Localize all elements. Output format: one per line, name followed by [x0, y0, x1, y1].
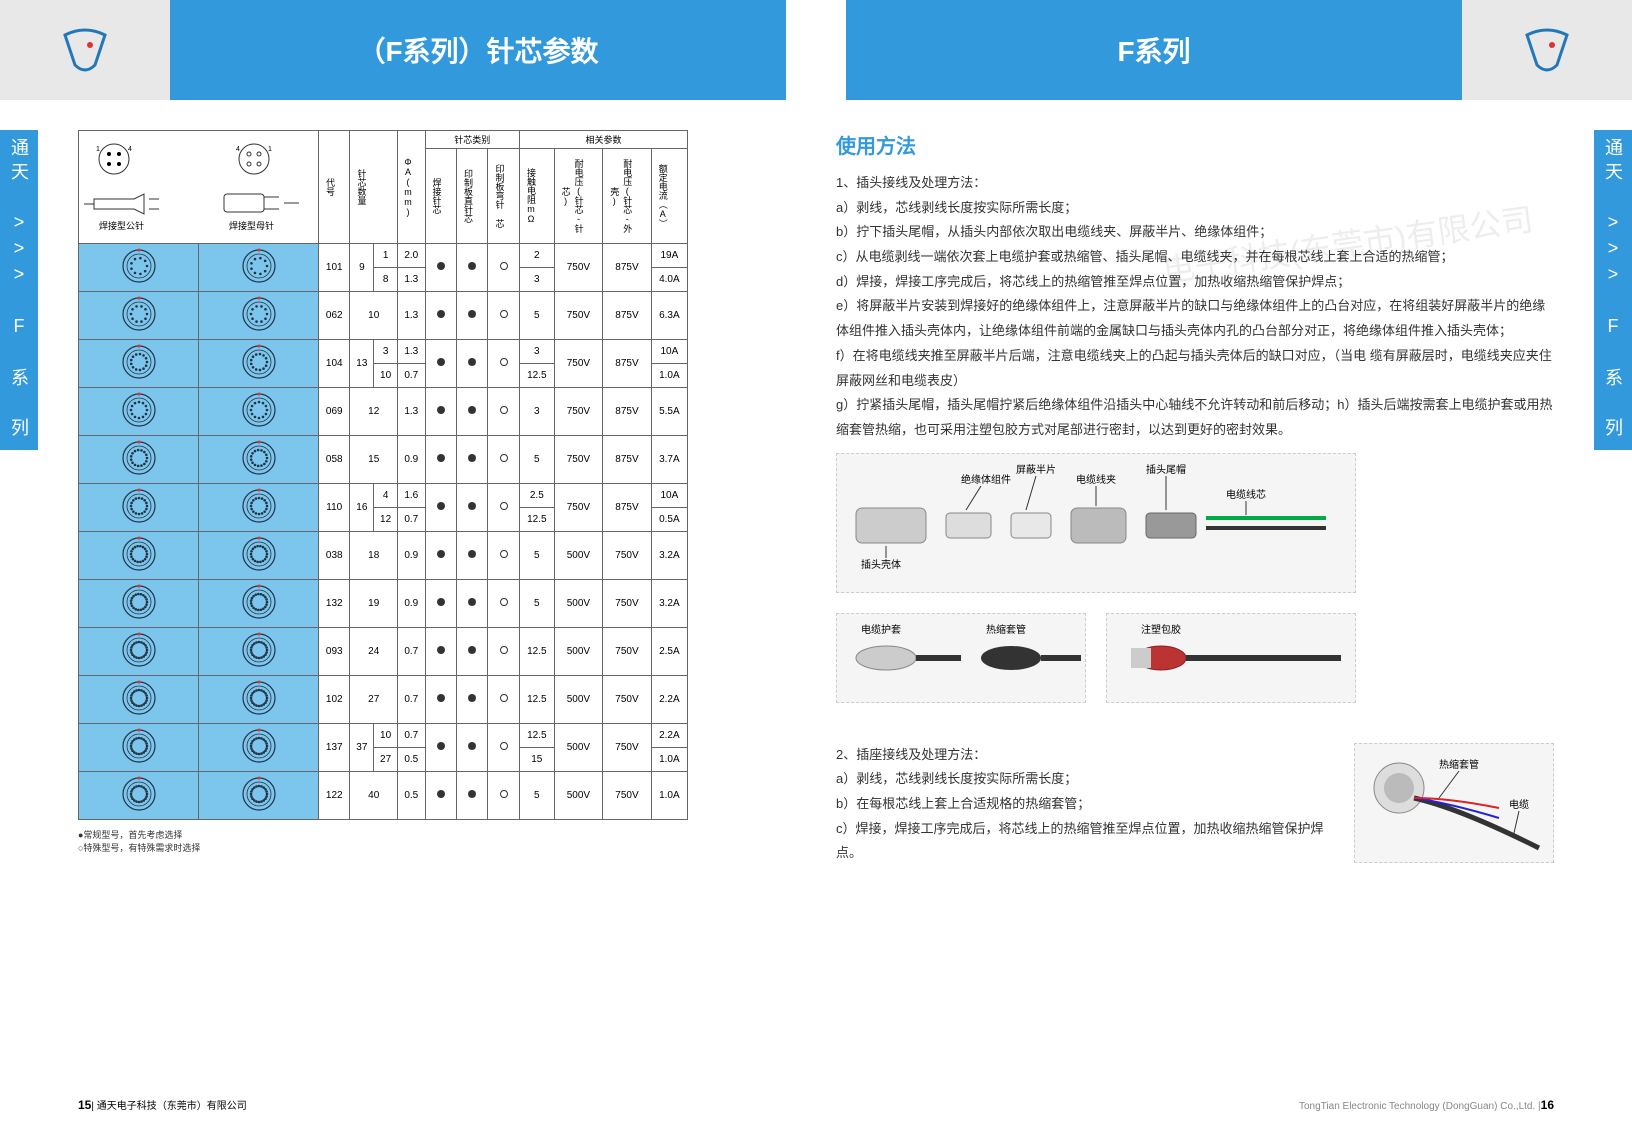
side-tab-right: 通天 >>> F 系 列: [1594, 130, 1632, 450]
footer-right: TongTian Electronic Technology (DongGuan…: [1299, 1098, 1554, 1112]
left-page: 14 41 焊接型公针 焊接型母针 代号 针芯数量 ΦA(: [58, 100, 816, 1122]
svg-text:电缆线芯: 电缆线芯: [1226, 488, 1266, 501]
svg-text:4: 4: [128, 146, 132, 153]
col-solder: 焊接针芯: [429, 151, 446, 241]
logo-right: [1462, 0, 1632, 100]
svg-text:1: 1: [268, 146, 272, 153]
svg-text:焊接型母针: 焊接型母针: [229, 220, 274, 231]
page-title-left: （F系列）针芯参数: [170, 0, 786, 100]
table-row: 137 37 100.7 12.5 500V750V 2.2A: [79, 724, 688, 748]
table-row: 101 9 12.0 2 750V875V 19A: [79, 244, 688, 268]
col-code: 代号: [322, 142, 339, 232]
col-v2: 耐电压(针芯-外壳): [606, 151, 636, 241]
page-num-left: 15: [78, 1098, 91, 1112]
spec-table: 14 41 焊接型公针 焊接型母针 代号 针芯数量 ΦA(: [78, 130, 688, 820]
page-num-right: 16: [1541, 1098, 1554, 1112]
instructions: 使用方法 1、插头接线及处理方法： a）剥线，芯线剥线长度按实际所需长度；b）拧…: [836, 130, 1554, 873]
col-v1: 耐电压(针芯-针芯): [558, 151, 588, 241]
col-group-pintype: 针芯类别: [425, 131, 519, 149]
col-pcb-bent: 印制板弯针 芯: [491, 151, 508, 241]
svg-text:电缆护套: 电缆护套: [861, 623, 901, 636]
side-tab-left: 通天 >>> F 系 列: [0, 130, 38, 450]
logo-left: [0, 0, 170, 100]
note-2: ○特殊型号，有特殊需求时选择: [78, 841, 796, 854]
company-right: TongTian Electronic Technology (DongGuan…: [1299, 1101, 1535, 1112]
assembly-diagram-2: 电缆护套 热缩套管: [836, 613, 1086, 703]
company-left: 通天电子科技（东莞市）有限公司: [97, 1101, 247, 1112]
instruction-step: b）拧下插头尾帽，从插头内部依次取出电缆线夹、屏蔽半片、绝缘体组件；: [836, 220, 1554, 245]
svg-text:焊接型公针: 焊接型公针: [99, 220, 144, 231]
instruction-step: a）剥线，芯线剥线长度按实际所需长度；: [836, 196, 1554, 221]
header-diagrams: 1 4 4 1 焊接型公针 焊接型母针: [79, 131, 319, 244]
col-resistance: 接触电阻mΩ: [523, 151, 540, 241]
table-row: 122400.5 5500V750V1.0A: [79, 772, 688, 820]
header: （F系列）针芯参数 F系列: [0, 0, 1632, 100]
svg-text:绝缘体组件: 绝缘体组件: [961, 473, 1011, 486]
table-row: 069121.3 3750V875V5.5A: [79, 388, 688, 436]
instruction-step: f）在将电缆线夹推至屏蔽半片后端，注意电缆线夹上的凸起与插头壳体后的缺口对应，（…: [836, 344, 1554, 393]
svg-text:注塑包胶: 注塑包胶: [1141, 623, 1181, 636]
table-row: 058150.9 5750V875V3.7A: [79, 436, 688, 484]
instruction-step: a）剥线，芯线剥线长度按实际所需长度；: [836, 767, 1324, 792]
table-row: 038180.9 5500V750V3.2A: [79, 532, 688, 580]
body: 通天 >>> F 系 列 1 4 4 1 焊接型公针: [0, 100, 1632, 1122]
svg-text:电缆线夹: 电缆线夹: [1076, 473, 1116, 486]
svg-text:4: 4: [236, 146, 240, 153]
instruction-step: g）拧紧插头尾帽，插头尾帽拧紧后绝缘体组件沿插头中心轴线不允许转动和前后移动；h…: [836, 393, 1554, 442]
assembly-diagram-4: 热缩套管 电缆: [1354, 743, 1554, 863]
section1-head: 1、插头接线及处理方法：: [836, 171, 1554, 196]
col-pcb-straight: 印制板直针芯: [460, 151, 477, 241]
col-pins: 针芯数量: [353, 142, 370, 232]
assembly-diagram-3: 注塑包胶: [1106, 613, 1356, 703]
col-phi: ΦA(mm): [401, 142, 415, 232]
assembly-diagram-1: 绝缘体组件 屏蔽半片 电缆线夹 插头尾帽 电缆线芯 插头壳体: [836, 453, 1356, 593]
table-row: 102270.7 12.5500V750V2.2A: [79, 676, 688, 724]
svg-text:插头壳体: 插头壳体: [861, 558, 901, 571]
svg-text:插头尾帽: 插头尾帽: [1146, 463, 1186, 476]
table-notes: ●常规型号，首先考虑选择 ○特殊型号，有特殊需求时选择: [78, 828, 796, 854]
instruction-step: b）在每根芯线上套上合适规格的热缩套管；: [836, 792, 1324, 817]
instruction-step: c）从电缆剥线一端依次套上电缆护套或热缩管、插头尾帽、电缆线夹，并在每根芯线上套…: [836, 245, 1554, 270]
col-current: 额定电流（A）: [655, 151, 672, 241]
page-title-right: F系列: [846, 0, 1462, 100]
table-row: 093240.7 12.5500V750V2.5A: [79, 628, 688, 676]
section2-head: 2、插座接线及处理方法：: [836, 743, 1324, 768]
table-row: 110 16 41.6 2.5 750V875V 10A: [79, 484, 688, 508]
svg-text:热缩套管: 热缩套管: [986, 623, 1026, 636]
right-page: 使用方法 1、插头接线及处理方法： a）剥线，芯线剥线长度按实际所需长度；b）拧…: [816, 100, 1574, 1122]
instructions-title: 使用方法: [836, 130, 1554, 159]
table-row: 062101.3 5750V875V6.3A: [79, 292, 688, 340]
svg-text:热缩套管: 热缩套管: [1439, 758, 1479, 771]
table-row: 104 13 31.3 3 750V875V 10A: [79, 340, 688, 364]
col-group-params: 相关参数: [519, 131, 687, 149]
svg-text:电缆: 电缆: [1509, 798, 1529, 811]
table-row: 132190.9 5500V750V3.2A: [79, 580, 688, 628]
instruction-step: d）焊接，焊接工序完成后，将芯线上的热缩管推至焊点位置，加热收缩热缩管保护焊点；: [836, 270, 1554, 295]
note-1: ●常规型号，首先考虑选择: [78, 828, 796, 841]
footer-left: 15| 通天电子科技（东莞市）有限公司: [78, 1097, 247, 1112]
svg-text:屏蔽半片: 屏蔽半片: [1016, 463, 1056, 476]
instruction-step: e）将屏蔽半片安装到焊接好的绝缘体组件上，注意屏蔽半片的缺口与绝缘体组件上的凸台…: [836, 294, 1554, 343]
instruction-step: c）焊接，焊接工序完成后，将芯线上的热缩管推至焊点位置，加热收缩热缩管保护焊点。: [836, 817, 1324, 866]
svg-text:1: 1: [96, 146, 100, 153]
